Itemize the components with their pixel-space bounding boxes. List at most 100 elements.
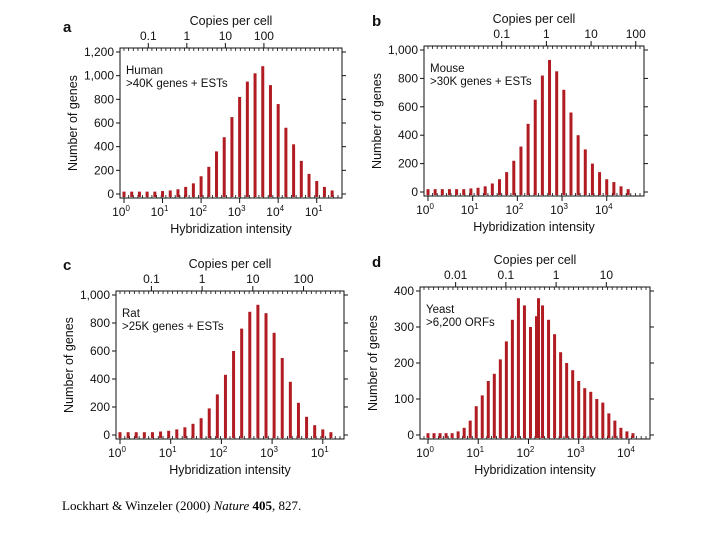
x-tick-label: 100 (416, 202, 434, 217)
histogram-bar (492, 373, 496, 438)
x-tick-label: 101 (461, 202, 479, 217)
organism-label: Rat (122, 308, 141, 320)
histogram-bar (330, 190, 334, 197)
x-tick-exponent: 2 (530, 445, 535, 454)
histogram-bar (555, 71, 559, 195)
histogram-bar (595, 399, 599, 438)
x-tick-exponent: 0 (121, 445, 126, 454)
histogram-bar (456, 431, 460, 438)
histogram-bar (284, 127, 288, 197)
histogram-bar (264, 313, 268, 438)
histogram-bar (126, 432, 130, 438)
y-tick-label: 800 (94, 92, 114, 106)
histogram-bar (607, 413, 611, 438)
x-tick-label: 101 (159, 445, 177, 460)
histogram-bar (207, 408, 211, 438)
y-tick-label: 400 (398, 128, 418, 142)
y-tick-label: 400 (94, 140, 114, 154)
top-axis-title: Copies per cell (190, 14, 273, 28)
histogram-bar (137, 191, 141, 197)
citation-journal: Nature (213, 498, 250, 513)
top-axis-title: Copies per cell (494, 253, 577, 267)
histogram-bar (569, 112, 573, 195)
y-tick-label: 200 (94, 163, 114, 177)
histogram-bar (613, 420, 617, 438)
histogram-bar (474, 406, 478, 438)
citation-pages: , 827. (271, 498, 302, 513)
citation: Lockhart & Winzeler (2000) Nature 405, 8… (62, 498, 301, 514)
histogram-bar (483, 186, 487, 195)
top-tick-label: 1 (553, 268, 560, 282)
x-tick-label: 102 (209, 445, 227, 460)
x-tick-exponent: 1 (324, 445, 329, 454)
citation-authors: Lockhart & Winzeler (2000) (62, 498, 211, 513)
histogram-bar (528, 327, 532, 438)
top-tick-label: 0.01 (444, 268, 468, 282)
histogram-bar (168, 190, 172, 197)
x-axis-title: Hybridization intensity (169, 463, 291, 477)
histogram-bar (280, 358, 284, 438)
y-tick-label: 0 (107, 187, 114, 201)
histogram-bar (535, 316, 539, 438)
y-tick-label: 1,000 (388, 43, 418, 57)
histogram-bar (307, 173, 311, 197)
histogram-bar (510, 319, 514, 438)
y-tick-label: 600 (90, 344, 110, 358)
histogram-bar (276, 104, 280, 197)
histogram-bar (183, 427, 187, 438)
x-tick-exponent: 1 (480, 445, 485, 454)
histogram-bar (130, 191, 134, 197)
dataset-label: >40K genes + ESTs (126, 78, 228, 90)
histogram-bar (122, 191, 126, 197)
top-tick-label: 0.1 (493, 27, 510, 41)
histogram-bar (215, 151, 219, 197)
histogram-bar (215, 394, 219, 438)
histogram-bar (612, 182, 616, 195)
histogram-bar (447, 189, 451, 195)
x-tick-label: 101 (305, 204, 323, 219)
y-tick-label: 200 (90, 400, 110, 414)
x-tick-label: 104 (266, 204, 284, 219)
y-tick-label: 400 (394, 284, 414, 298)
histogram-bar (559, 352, 563, 438)
y-axis-title: Number of genes (370, 73, 384, 169)
histogram-bar (626, 189, 630, 195)
histogram-bar (541, 305, 545, 438)
histogram-bar (292, 144, 296, 197)
dataset-label: >30K genes + ESTs (430, 76, 532, 88)
histogram-bar (462, 189, 466, 195)
histogram-bar (268, 85, 272, 197)
top-tick-label: 10 (584, 27, 598, 41)
organism-label: Human (126, 65, 163, 77)
histogram-bar (577, 381, 581, 438)
y-tick-label: 200 (398, 157, 418, 171)
top-tick-label: 0.1 (140, 29, 157, 43)
x-tick-exponent: 1 (474, 202, 479, 211)
histogram-bar (469, 188, 473, 195)
histogram-bar (321, 429, 325, 438)
histogram-bar (533, 99, 537, 195)
histogram-bar (553, 334, 557, 438)
x-tick-label: 104 (617, 445, 635, 460)
histogram-bar (631, 433, 635, 438)
y-tick-label: 0 (407, 428, 414, 442)
histogram-bar (238, 96, 242, 197)
y-tick-label: 1,000 (80, 288, 110, 302)
histogram-bar (455, 189, 459, 195)
x-tick-label: 103 (260, 445, 278, 460)
histogram-bar (583, 149, 587, 195)
x-tick-label: 100 (416, 445, 434, 460)
histogram-bar (619, 186, 623, 195)
dataset-label: >25K genes + ESTs (122, 321, 224, 333)
histogram-bar (468, 420, 472, 438)
histogram-bar (519, 146, 523, 195)
x-tick-exponent: 3 (274, 445, 279, 454)
y-tick-label: 200 (394, 356, 414, 370)
histogram-bar (248, 311, 252, 438)
histogram-bar (462, 427, 466, 438)
histogram-bar (476, 187, 480, 195)
